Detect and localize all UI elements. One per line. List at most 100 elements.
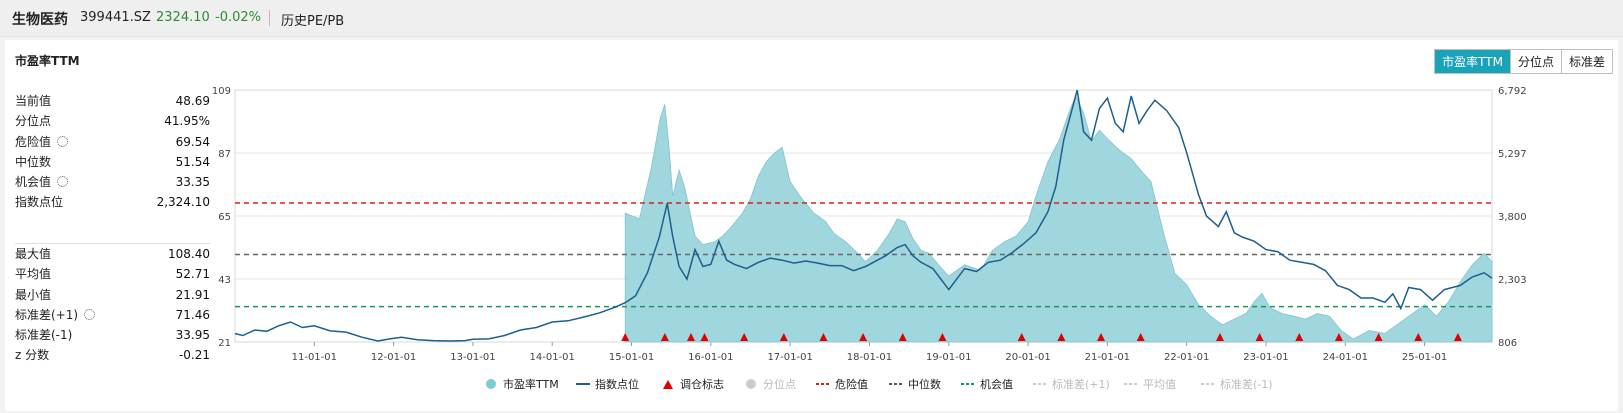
x-tick-label: 12-01-01 <box>371 352 416 363</box>
x-tick-label: 15-01-01 <box>609 352 654 363</box>
stat-label: 最小值 <box>15 287 52 302</box>
stat-value: 21.91 <box>175 287 210 302</box>
x-tick-label: 24-01-01 <box>1323 352 1368 363</box>
percentile-button[interactable]: 分位点 <box>1509 50 1561 73</box>
stat-row: 中位数 51.54 <box>15 152 210 172</box>
y-left-tick-label: 65 <box>218 212 231 223</box>
index-price: 2324.10 <box>156 10 210 25</box>
stat-row: z 分数 -0.21 <box>15 345 210 365</box>
legend-marker <box>1201 383 1215 385</box>
stat-value: 69.54 <box>175 134 210 149</box>
x-tick-label: 13-01-01 <box>450 352 495 363</box>
gear-icon[interactable] <box>57 135 69 147</box>
stat-row: 危险值 69.54 <box>15 132 210 152</box>
y-right-tick-label: 2,303 <box>1498 275 1527 286</box>
rebalance-marker <box>1215 333 1224 341</box>
y-right-tick-label: 6,792 <box>1498 86 1527 97</box>
rebalance-marker <box>819 333 828 341</box>
stat-label: 分位点 <box>15 114 52 129</box>
gear-icon[interactable] <box>57 176 69 188</box>
x-tick-label: 16-01-01 <box>688 352 733 363</box>
rebalance-marker <box>740 333 749 341</box>
pe-chart[interactable]: 21 43 65 87 109 806 2,303 3,800 5,297 6,792 11-01-… <box>5 40 1618 370</box>
index-line <box>234 89 1493 342</box>
legend-item[interactable]: 平均值 <box>1123 376 1176 392</box>
legend-label: 调仓标志 <box>680 378 724 391</box>
gear-icon[interactable] <box>84 308 96 320</box>
rebalance-marker <box>687 333 696 341</box>
std-dev-button[interactable]: 标准差 <box>1560 50 1612 73</box>
stats-divider <box>15 243 210 244</box>
legend-item[interactable]: 指数点位 <box>575 376 639 392</box>
legend-marker <box>1033 383 1047 385</box>
rebalance-marker <box>660 333 669 341</box>
legend-item[interactable]: 危险值 <box>815 376 868 392</box>
rebalance-marker <box>779 333 788 341</box>
stat-label: 标准差(+1) <box>15 305 96 325</box>
pe-ttm-area <box>624 94 1493 343</box>
header-divider <box>269 10 270 26</box>
metric-toggle: 市盈率TTM 分位点 标准差 <box>1434 49 1613 74</box>
tab-history-pe-pb[interactable]: 历史PE/PB <box>281 14 345 29</box>
rebalance-marker <box>1097 333 1106 341</box>
stat-label: 最大值 <box>15 247 52 261</box>
panel-title: 市盈率TTM <box>15 54 80 68</box>
stat-value: 41.95% <box>164 114 210 129</box>
x-tick-label: 14-01-01 <box>530 352 575 363</box>
rebalance-marker <box>859 333 868 341</box>
x-tick-label: 22-01-01 <box>1164 352 1209 363</box>
stat-value: 71.46 <box>175 307 210 322</box>
legend-label: 分位点 <box>763 378 796 391</box>
legend-label: 市盈率TTM <box>503 378 559 391</box>
stat-row: 标准差(-1) 33.95 <box>15 325 210 345</box>
top-bar: 生物医药 399441.SZ 2324.10 -0.02% 历史PE/PB <box>0 0 1623 37</box>
legend-marker <box>816 383 830 385</box>
stat-row: 当前值 48.69 <box>15 91 210 111</box>
y-left-tick-label: 21 <box>218 338 231 349</box>
legend-marker <box>576 383 590 385</box>
y-left-tick-label: 109 <box>212 86 231 97</box>
y-left-tick-label: 43 <box>218 275 231 286</box>
stat-label: 标准差(-1) <box>15 328 73 343</box>
rebalance-marker <box>938 333 947 341</box>
x-tick-label: 17-01-01 <box>767 352 812 363</box>
x-tick-label: 19-01-01 <box>926 352 971 363</box>
rebalance-marker <box>1334 333 1343 341</box>
rebalance-marker <box>1017 333 1026 341</box>
pe-ttm-button[interactable]: 市盈率TTM <box>1435 50 1510 73</box>
stat-label: 指数点位 <box>15 195 64 210</box>
y-right-tick-label: 806 <box>1498 338 1517 349</box>
index-change: -0.02% <box>215 10 261 25</box>
index-name: 生物医药 <box>12 12 68 28</box>
x-tick-label: 25-01-01 <box>1402 352 1447 363</box>
rebalance-marker <box>1414 333 1423 341</box>
stat-row: 最小值 21.91 <box>15 285 210 305</box>
stat-value: 52.71 <box>175 267 210 282</box>
x-tick-label: 23-01-01 <box>1243 352 1288 363</box>
index-code: 399441.SZ <box>80 10 151 25</box>
legend-label: 标准差(+1) <box>1052 378 1110 391</box>
legend-marker <box>889 383 903 385</box>
legend-label: 危险值 <box>835 378 868 391</box>
legend-item[interactable]: 机会值 <box>960 376 1013 392</box>
stats-bottom: 最大值 108.40 平均值 52.71 最小值 21.91 标准差(+1) 71.46… <box>15 244 210 366</box>
legend-item[interactable]: 标准差(+1) <box>1032 376 1110 392</box>
rebalance-marker <box>898 333 907 341</box>
legend-item[interactable]: 调仓标志 <box>660 376 724 392</box>
legend-item[interactable]: 标准差(-1) <box>1200 376 1273 392</box>
stat-value: 51.54 <box>175 154 210 169</box>
legend-label: 标准差(-1) <box>1220 378 1273 391</box>
stat-value: 33.35 <box>175 175 210 190</box>
legend-item[interactable]: 市盈率TTM <box>483 376 559 392</box>
rebalance-marker <box>1295 333 1304 341</box>
stat-value: 33.95 <box>175 328 210 343</box>
legend-item[interactable]: 分位点 <box>743 376 796 392</box>
rebalance-marker <box>1057 333 1066 341</box>
stat-row: 分位点 41.95% <box>15 111 210 131</box>
rebalance-marker <box>1453 333 1462 341</box>
legend-item[interactable]: 中位数 <box>888 376 941 392</box>
x-tick-label: 18-01-01 <box>847 352 892 363</box>
stat-label: 中位数 <box>15 154 52 169</box>
stat-row: 最大值 108.40 <box>15 244 210 264</box>
rebalance-marker <box>1374 333 1383 341</box>
